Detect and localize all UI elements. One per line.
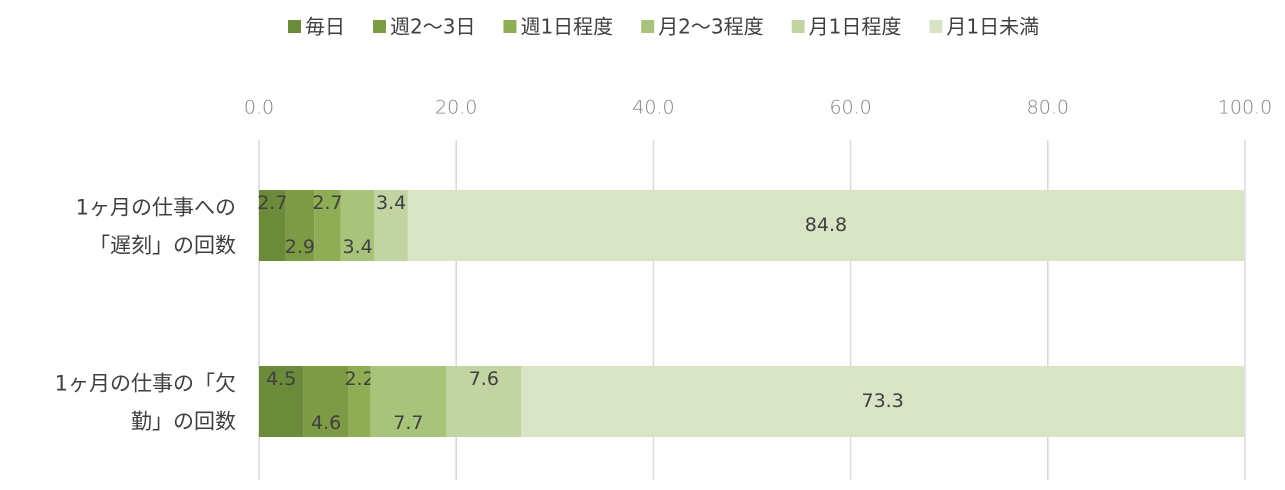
value-label: 3.4: [342, 236, 372, 258]
value-label: 3.4: [376, 192, 406, 214]
legend-label: 月1日未満: [946, 15, 1039, 39]
x-tick-label: 0.0: [244, 97, 274, 119]
bar-segment: [340, 190, 375, 261]
legend-label: 毎日: [305, 15, 345, 39]
legend-swatch: [288, 20, 301, 33]
value-label: 7.6: [469, 368, 499, 390]
bar-segment: [370, 366, 447, 437]
bar-segment: [303, 366, 349, 437]
bar-segment: [407, 190, 1245, 261]
value-label: 84.8: [805, 214, 847, 236]
category-line: 1ヶ月の仕事への: [76, 196, 236, 220]
bar-segment: [259, 366, 304, 437]
category-line: 勤」の回数: [131, 410, 236, 434]
bar-segment: [259, 190, 286, 261]
category-label: 1ヶ月の仕事への「遅刻」の回数: [76, 196, 236, 258]
legend-swatch: [929, 20, 943, 33]
legend-label: 週2〜3日: [390, 15, 475, 39]
bar-segment: [348, 366, 371, 437]
value-label: 4.5: [266, 368, 296, 390]
legend-swatch: [373, 20, 386, 33]
x-tick-label: 60.0: [829, 97, 871, 119]
value-label: 73.3: [861, 390, 903, 412]
value-label: 2.7: [257, 192, 287, 214]
legend-label: 月2〜3程度: [658, 15, 763, 39]
value-label: 2.7: [312, 192, 342, 214]
bar-segment: [314, 190, 341, 261]
category-line: 1ヶ月の仕事の「欠: [55, 372, 236, 396]
value-label: 4.6: [311, 412, 341, 434]
legend-label: 週1日程度: [520, 15, 613, 39]
value-label: 7.7: [393, 412, 423, 434]
value-label: 2.2: [344, 368, 374, 390]
legend-label: 月1日程度: [809, 15, 902, 39]
legend-swatch: [503, 20, 517, 33]
value-label: 2.9: [285, 236, 315, 258]
x-tick-label: 20.0: [435, 97, 477, 119]
x-tick-label: 100.0: [1218, 97, 1272, 119]
category-label: 1ヶ月の仕事の「欠勤」の回数: [55, 372, 236, 434]
legend-swatch: [791, 20, 805, 33]
x-tick-label: 80.0: [1027, 97, 1069, 119]
x-tick-label: 40.0: [632, 97, 674, 119]
bar-segment: [285, 190, 315, 261]
bar-segment: [521, 366, 1245, 437]
bar-segment: [446, 366, 522, 437]
category-line: 「遅刻」の回数: [89, 234, 236, 258]
bar-segment: [374, 190, 408, 261]
legend-swatch: [641, 20, 655, 33]
